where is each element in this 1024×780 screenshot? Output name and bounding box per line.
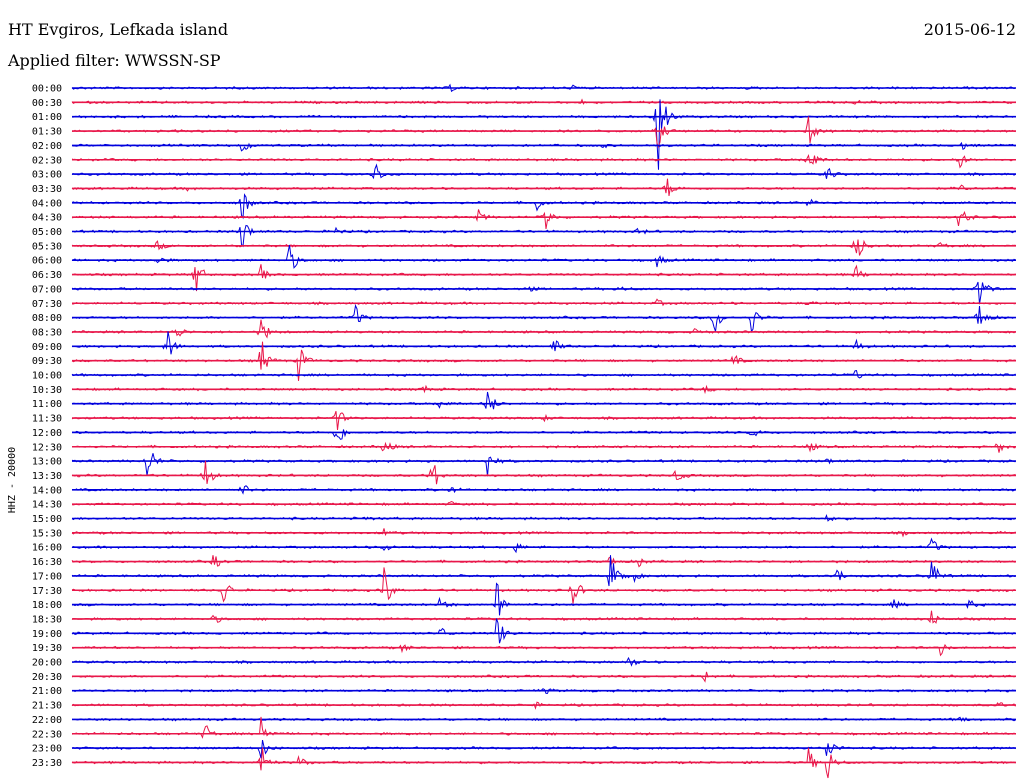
- seismic-trace: [71, 331, 1016, 355]
- trace-time-label: 01:00: [32, 112, 62, 123]
- trace-time-label: 04:30: [32, 213, 62, 224]
- trace-time-label: 16:30: [32, 557, 62, 568]
- trace-time-label: 00:30: [32, 98, 62, 109]
- seismic-trace: [71, 460, 1016, 485]
- seismic-trace: [71, 209, 1016, 229]
- trace-time-label: 07:00: [32, 284, 62, 295]
- seismic-trace: [71, 264, 1016, 292]
- trace-time-label: 06:00: [32, 256, 62, 267]
- trace-time-label: 09:30: [32, 356, 62, 367]
- record-date: 2015-06-12: [923, 20, 1016, 39]
- trace-time-label: 03:30: [32, 184, 62, 195]
- trace-time-label: 08:00: [32, 313, 62, 324]
- seismic-trace: [71, 453, 1016, 477]
- seismic-trace: [71, 610, 1016, 624]
- trace-time-label: 02:30: [32, 155, 62, 166]
- trace-time-label: 10:30: [32, 385, 62, 396]
- seismic-trace: [71, 153, 1016, 169]
- trace-time-label: 20:30: [32, 672, 62, 683]
- trace-time-label: 12:00: [32, 428, 62, 439]
- trace-time-label: 15:00: [32, 514, 62, 525]
- seismic-trace: [71, 304, 1016, 333]
- seismic-trace: [71, 163, 1016, 180]
- trace-time-label: 09:00: [32, 342, 62, 353]
- trace-time-label: 19:30: [32, 643, 62, 654]
- trace-time-label: 13:00: [32, 457, 62, 468]
- trace-time-label: 13:30: [32, 471, 62, 482]
- trace-time-label: 10:00: [32, 371, 62, 382]
- trace-time-label: 16:00: [32, 543, 62, 554]
- trace-time-label: 03:00: [32, 170, 62, 181]
- trace-time-label: 21:30: [32, 701, 62, 712]
- seismic-trace: [71, 244, 1016, 269]
- trace-time-label: 05:30: [32, 241, 62, 252]
- seismic-trace: [71, 618, 1016, 644]
- trace-time-label: 21:00: [32, 686, 62, 697]
- seismic-trace: [71, 411, 1016, 430]
- trace-time-label: 14:00: [32, 485, 62, 496]
- seismic-trace: [72, 224, 1016, 248]
- trace-time-label: 20:00: [32, 658, 62, 669]
- trace-time-label: 08:30: [32, 327, 62, 338]
- trace-time-label: 19:00: [32, 629, 62, 640]
- seismic-trace: [71, 239, 1016, 256]
- trace-time-label: 14:30: [32, 500, 62, 511]
- seismic-trace: [71, 178, 1016, 196]
- seismic-trace: [71, 567, 1016, 604]
- trace-time-label: 07:30: [32, 299, 62, 310]
- filter-label: Applied filter: WWSSN-SP: [8, 51, 221, 70]
- seismic-trace: [71, 319, 1016, 339]
- y-axis-label-text: HHZ - 20000: [7, 447, 18, 513]
- trace-time-label: 11:00: [32, 399, 62, 410]
- trace-time-label: 12:30: [32, 442, 62, 453]
- seismic-trace: [71, 537, 1016, 554]
- seismic-trace: [71, 391, 1016, 410]
- seismic-trace: [71, 141, 1016, 152]
- trace-time-label: 18:30: [32, 614, 62, 625]
- seismic-trace: [72, 298, 1016, 307]
- seismic-trace: [71, 441, 1016, 453]
- seismic-trace: [71, 739, 1016, 759]
- seismic-trace: [71, 429, 1016, 440]
- trace-time-label: 17:30: [32, 586, 62, 597]
- trace-time-label: 23:00: [32, 744, 62, 755]
- trace-time-label: 22:00: [32, 715, 62, 726]
- trace-time-label: 22:30: [32, 729, 62, 740]
- trace-time-label: 17:00: [32, 571, 62, 582]
- y-axis-label: HHZ - 20000: [7, 447, 18, 513]
- trace-time-label: 06:30: [32, 270, 62, 281]
- trace-time-label: 15:30: [32, 528, 62, 539]
- trace-time-label: 00:00: [32, 84, 62, 95]
- trace-time-label: 01:30: [32, 127, 62, 138]
- trace-time-label: 04:00: [32, 198, 62, 209]
- trace-time-label: 23:30: [32, 758, 62, 769]
- trace-time-label: 05:00: [32, 227, 62, 238]
- seismic-trace: [71, 582, 1016, 616]
- seismic-trace: [71, 643, 1016, 657]
- station-title: HT Evgiros, Lefkada island: [8, 20, 229, 39]
- trace-time-label: 11:30: [32, 414, 62, 425]
- seismic-trace: [71, 281, 1016, 305]
- trace-time-label: 18:00: [32, 600, 62, 611]
- trace-time-label: 02:00: [32, 141, 62, 152]
